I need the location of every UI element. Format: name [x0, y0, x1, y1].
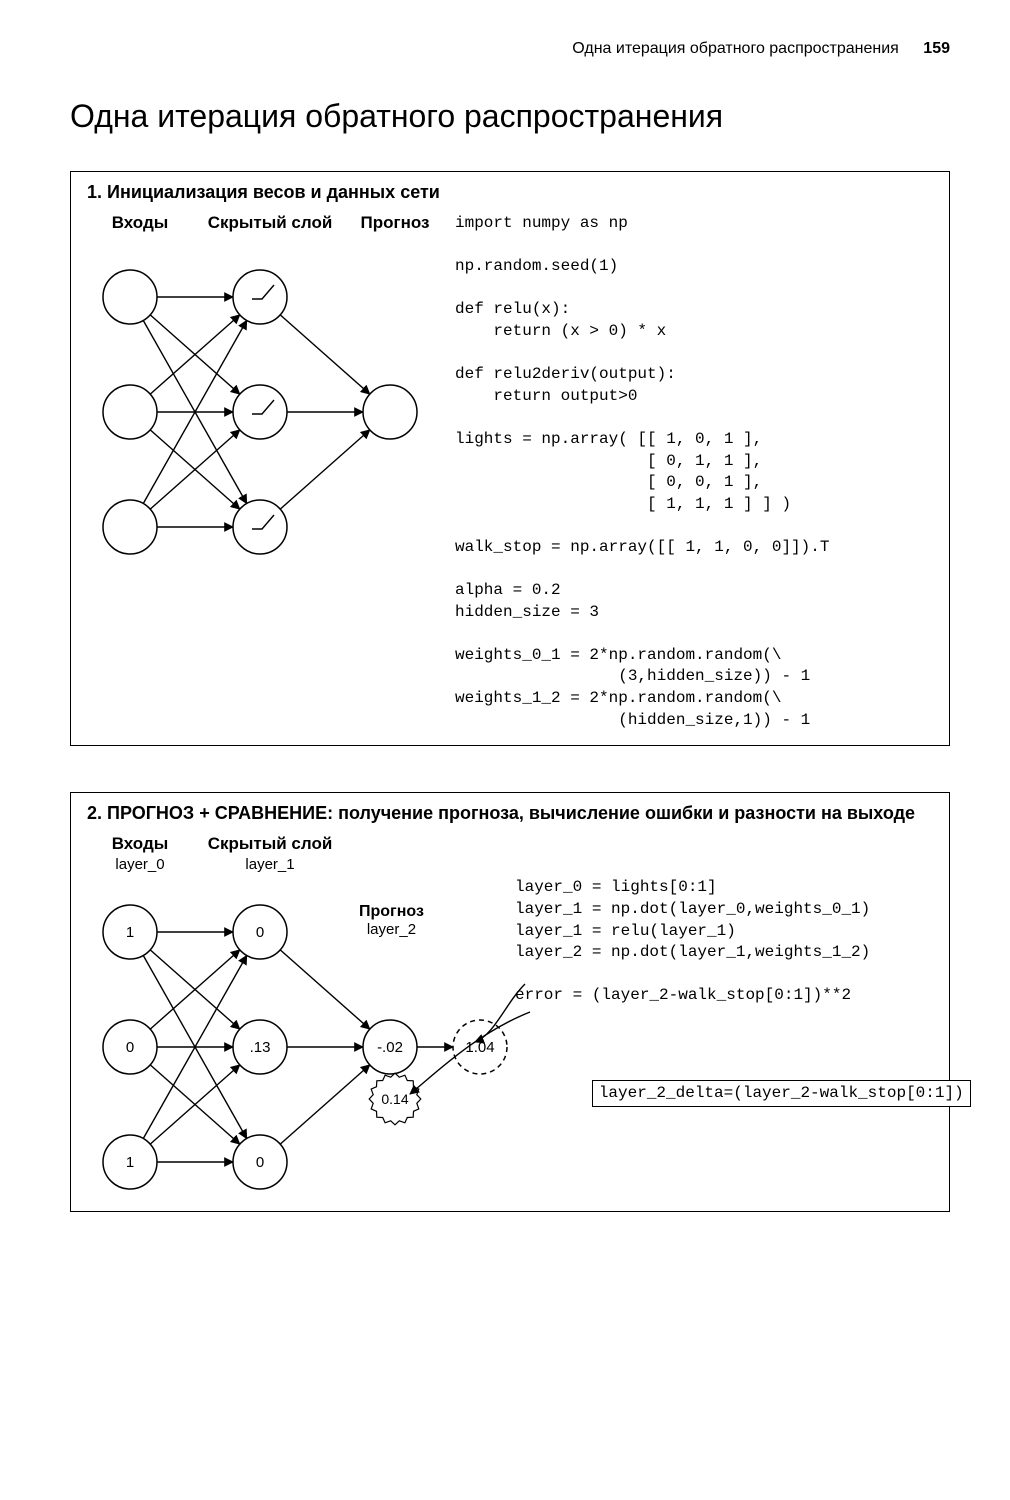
svg-text:0: 0: [256, 1154, 264, 1171]
subcol-output: layer_2: [359, 921, 424, 938]
page-number: 159: [923, 40, 950, 57]
subcol-inputs: layer_0: [85, 856, 195, 873]
network-diagram-2: 1 0 1 0 .13 0 -.02 1.04 0.14: [85, 877, 515, 1197]
panel-2-title: 2. ПРОГНОЗ + СРАВНЕНИЕ: получение прогно…: [87, 803, 935, 824]
network-diagram-1: [85, 237, 445, 567]
svg-text:0: 0: [126, 1039, 134, 1056]
panel-1-network-column: Входы Скрытый слой Прогноз: [85, 213, 455, 567]
subcol-hidden: layer_1: [195, 856, 345, 873]
page-title: Одна итерация обратного распространения: [70, 98, 950, 135]
running-title: Одна итерация обратного распространения: [572, 40, 899, 57]
svg-text:1: 1: [126, 1154, 134, 1171]
panel-2-code-column: layer_0 = lights[0:1] layer_1 = np.dot(l…: [515, 834, 971, 1172]
output-label-block: Прогноз layer_2: [359, 903, 424, 938]
panel-2-network-column: Входы Скрытый слой layer_0 layer_1 1 0 1 0.…: [85, 834, 515, 1197]
panel-2: 2. ПРОГНОЗ + СРАВНЕНИЕ: получение прогно…: [70, 792, 950, 1212]
svg-text:.13: .13: [250, 1039, 271, 1056]
col-inputs-label-2: Входы: [85, 834, 195, 854]
panel-1-code: import numpy as np np.random.seed(1) def…: [455, 213, 935, 731]
delta-box: layer_2_delta=(layer_2-walk_stop[0:1]): [592, 1080, 971, 1108]
col-output-label-2: Прогноз: [359, 903, 424, 921]
svg-text:0.14: 0.14: [381, 1091, 408, 1107]
running-header: Одна итерация обратного распространения …: [70, 40, 950, 58]
panel-2-code: layer_0 = lights[0:1] layer_1 = np.dot(l…: [515, 877, 971, 1007]
col-hidden-label: Скрытый слой: [195, 213, 345, 233]
svg-text:1: 1: [126, 924, 134, 941]
panel-1-title: 1. Инициализация весов и данных сети: [87, 182, 935, 203]
col-inputs-label: Входы: [85, 213, 195, 233]
panel-1: 1. Инициализация весов и данных сети Вхо…: [70, 171, 950, 746]
svg-text:-.02: -.02: [377, 1039, 403, 1056]
col-hidden-label-2: Скрытый слой: [195, 834, 345, 854]
svg-text:0: 0: [256, 924, 264, 941]
svg-text:1.04: 1.04: [465, 1039, 494, 1056]
col-output-label: Прогноз: [345, 213, 445, 233]
